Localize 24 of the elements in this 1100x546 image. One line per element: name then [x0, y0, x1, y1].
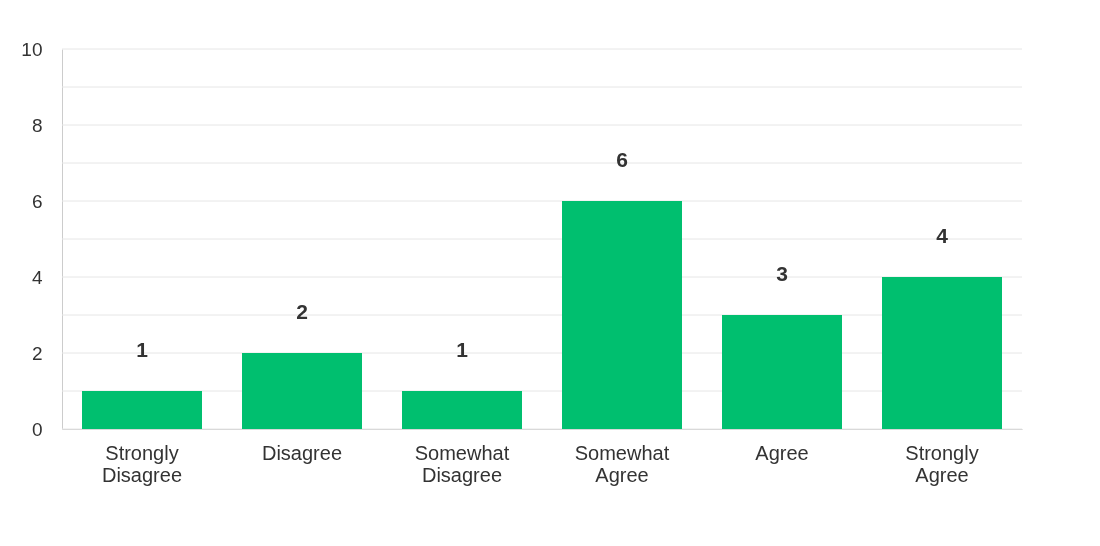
- y-tick-label: 8: [31, 114, 43, 136]
- data-label: 1: [456, 338, 469, 361]
- data-label: 3: [776, 262, 788, 285]
- bar: [562, 201, 682, 429]
- x-tick-label: Strongly Agree: [905, 441, 979, 486]
- bar: [882, 277, 1002, 429]
- data-label: 2: [296, 300, 308, 323]
- x-tick-label: Strongly Disagree: [101, 441, 183, 486]
- data-label: 1: [136, 338, 149, 361]
- bar: [82, 391, 202, 429]
- y-tick-label: 2: [31, 342, 43, 364]
- bar: [722, 315, 842, 429]
- data-label: 4: [936, 224, 949, 247]
- data-label: 6: [616, 148, 628, 171]
- bar: [242, 353, 362, 429]
- x-tick-label: Agree: [755, 441, 809, 464]
- x-tick-label: Disagree: [261, 441, 343, 464]
- x-tick-label: Somewhat Disagree: [414, 441, 510, 486]
- y-tick-label: 0: [31, 418, 43, 440]
- y-tick-label: 4: [31, 266, 43, 288]
- bar: [402, 391, 522, 429]
- x-tick-label: Somewhat Agree: [574, 441, 670, 486]
- y-tick-label: 6: [31, 190, 43, 212]
- y-tick-label: 10: [21, 38, 43, 60]
